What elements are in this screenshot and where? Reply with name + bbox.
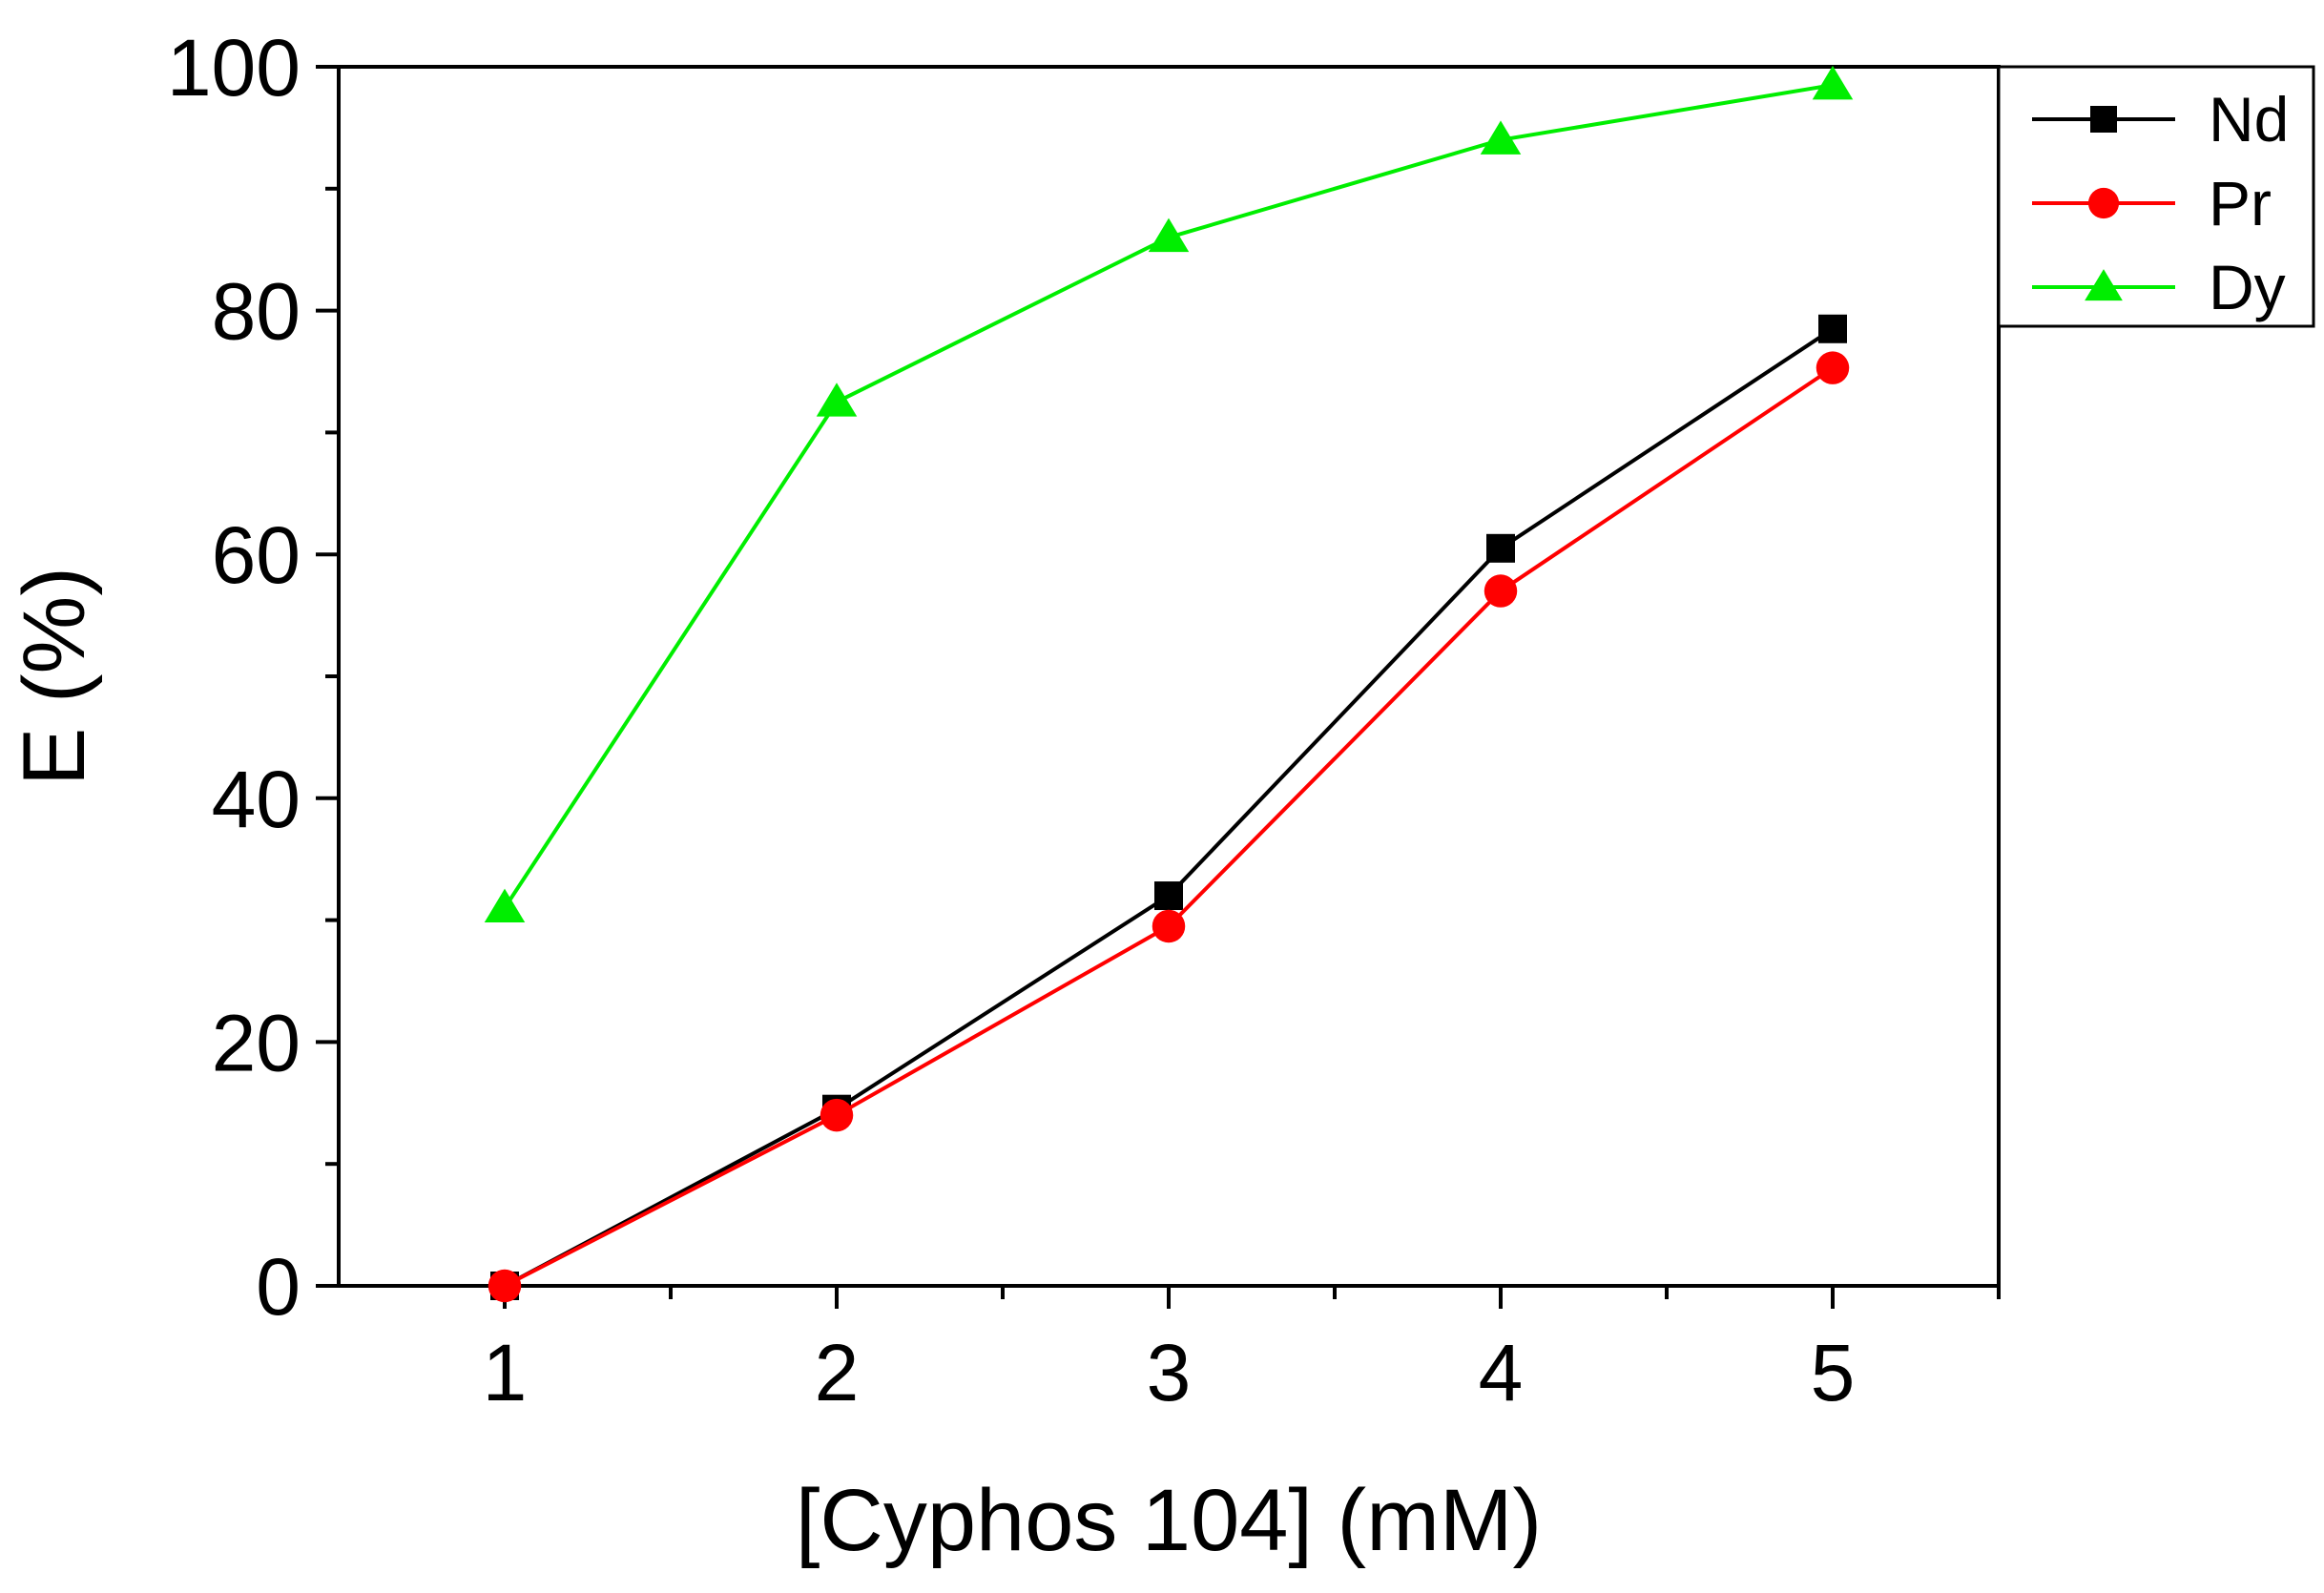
axes-layer: 0 20 40 60 80 100 1 2 3 4 5	[167, 23, 2001, 1417]
series-line-dy	[503, 83, 1834, 909]
data-point-dy	[1148, 217, 1190, 253]
y-tick-label: 0	[256, 1242, 301, 1332]
data-point-nd	[1818, 314, 1847, 343]
x-tick-label: 4	[1479, 1328, 1524, 1417]
data-point-pr	[488, 1269, 522, 1303]
series-pr	[488, 351, 1850, 1303]
x-axis-title: [Cyphos 104] (mM)	[796, 1472, 1542, 1569]
x-tick-label: 3	[1147, 1328, 1192, 1417]
data-point-nd	[1486, 533, 1515, 563]
data-point-dy	[816, 383, 858, 417]
series-layer	[484, 65, 1854, 1303]
legend-label-pr: Pr	[2209, 168, 2272, 238]
x-tick-label: 2	[815, 1328, 860, 1417]
legend-label-dy: Dy	[2209, 252, 2286, 322]
data-point-dy	[1812, 65, 1854, 100]
data-point-pr	[1816, 351, 1850, 384]
series-dy	[484, 65, 1854, 923]
legend-marker-nd	[2090, 106, 2117, 133]
data-point-dy	[484, 888, 526, 923]
x-tick-label: 5	[1811, 1328, 1856, 1417]
y-tick-label: 40	[212, 755, 301, 844]
y-tick-label: 100	[167, 23, 301, 113]
series-nd	[490, 314, 1847, 1300]
data-point-pr	[820, 1098, 854, 1132]
y-tick-label: 80	[212, 267, 301, 357]
legend-marker-dy	[2085, 269, 2123, 301]
series-line-pr	[504, 366, 1835, 1288]
data-point-pr	[1484, 574, 1518, 608]
legend: Nd Pr Dy	[1997, 65, 2315, 328]
series-line-nd	[504, 327, 1835, 1288]
y-axis-title: E (%)	[6, 567, 103, 786]
x-tick-label: 1	[483, 1328, 528, 1417]
data-point-dy	[1480, 120, 1522, 155]
legend-label-nd: Nd	[2209, 84, 2289, 155]
y-tick-label: 60	[212, 510, 301, 600]
y-tick-label: 20	[212, 998, 301, 1087]
data-point-nd	[1154, 881, 1183, 911]
data-point-pr	[1152, 909, 1186, 943]
legend-box	[1997, 65, 2315, 328]
legend-marker-pr	[2087, 187, 2120, 219]
